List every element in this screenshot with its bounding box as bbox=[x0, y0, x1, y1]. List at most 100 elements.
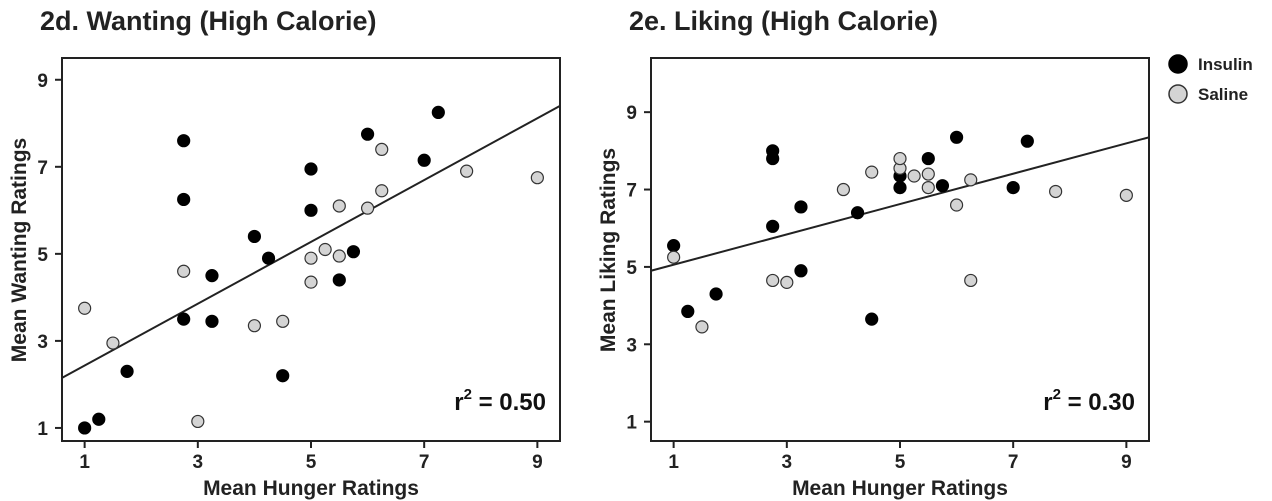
r-squared-liking: r2 = 0.30 bbox=[1043, 386, 1135, 416]
insulin-point-wanting bbox=[360, 127, 375, 141]
saline-point-wanting bbox=[332, 199, 346, 213]
y-axis-label-liking: Mean Liking Ratings bbox=[597, 148, 620, 352]
saline-point-liking bbox=[921, 167, 935, 181]
y-tick-label: 1 bbox=[626, 413, 637, 434]
y-tick-label: 5 bbox=[626, 258, 637, 279]
plot-frame-liking bbox=[650, 57, 1150, 442]
insulin-point-wanting bbox=[177, 312, 191, 326]
saline-point-liking bbox=[780, 275, 794, 289]
saline-point-wanting bbox=[304, 251, 318, 265]
insulin-point-liking bbox=[766, 219, 780, 233]
saline-point-wanting bbox=[276, 314, 290, 328]
insulin-point-wanting bbox=[205, 269, 219, 283]
insulin-point-wanting bbox=[261, 251, 276, 265]
points-liking bbox=[667, 130, 1133, 334]
legend-marker-saline bbox=[1168, 84, 1188, 104]
saline-point-wanting bbox=[318, 242, 332, 257]
x-tick-label: 9 bbox=[1121, 452, 1132, 473]
saline-point-wanting bbox=[360, 201, 375, 215]
legend-marker-insulin bbox=[1168, 54, 1188, 74]
insulin-point-wanting bbox=[120, 364, 134, 378]
points-wanting bbox=[78, 105, 544, 435]
saline-point-wanting bbox=[375, 142, 389, 156]
x-tick-label: 1 bbox=[668, 452, 679, 473]
saline-point-wanting bbox=[332, 249, 346, 263]
insulin-point-wanting bbox=[304, 203, 318, 217]
saline-point-liking bbox=[907, 169, 921, 183]
insulin-point-liking bbox=[794, 264, 808, 278]
panel-wanting: 2d. Wanting (High Calorie) Mean Hunger R… bbox=[8, 6, 561, 500]
y-tick-label: 9 bbox=[37, 71, 48, 92]
x-axis-label-liking: Mean Hunger Ratings bbox=[792, 477, 1008, 500]
insulin-point-liking bbox=[794, 200, 808, 214]
ticks-wanting: 1 3 5 7 9 1 3 5 7 9 bbox=[37, 71, 542, 473]
saline-point-wanting bbox=[530, 171, 544, 185]
r-squared-wanting: r2 = 0.50 bbox=[454, 386, 546, 416]
ticks-liking: 1 3 5 7 9 1 3 5 7 9 bbox=[626, 103, 1131, 473]
saline-point-liking bbox=[949, 198, 964, 212]
y-tick-label: 5 bbox=[37, 245, 48, 266]
insulin-point-liking bbox=[921, 151, 935, 166]
insulin-point-liking bbox=[935, 179, 950, 193]
saline-point-wanting bbox=[191, 414, 205, 429]
saline-point-liking bbox=[766, 273, 780, 288]
saline-point-wanting bbox=[177, 264, 191, 278]
insulin-point-wanting bbox=[346, 245, 361, 259]
insulin-point-liking bbox=[681, 304, 695, 318]
insulin-point-wanting bbox=[247, 229, 262, 244]
insulin-point-wanting bbox=[78, 421, 92, 435]
saline-point-liking bbox=[1049, 184, 1063, 199]
insulin-point-wanting bbox=[304, 162, 318, 176]
saline-point-liking bbox=[667, 250, 681, 264]
insulin-point-wanting bbox=[276, 369, 290, 383]
legend-label-saline: Saline bbox=[1198, 85, 1248, 104]
insulin-point-liking bbox=[667, 239, 681, 253]
insulin-point-liking bbox=[709, 287, 723, 301]
saline-point-wanting bbox=[375, 184, 389, 198]
insulin-point-wanting bbox=[332, 273, 346, 287]
plot-frame-wanting bbox=[61, 57, 561, 442]
x-tick-label: 5 bbox=[306, 452, 317, 473]
insulin-point-liking bbox=[865, 312, 879, 326]
insulin-point-wanting bbox=[431, 105, 445, 120]
regression-line-wanting bbox=[61, 104, 561, 379]
x-tick-label: 1 bbox=[79, 452, 90, 473]
saline-point-wanting bbox=[247, 319, 262, 333]
insulin-point-liking bbox=[1020, 134, 1034, 148]
insulin-point-wanting bbox=[92, 412, 106, 426]
insulin-point-wanting bbox=[177, 134, 191, 148]
y-tick-label: 7 bbox=[37, 158, 48, 179]
insulin-point-liking bbox=[766, 144, 780, 158]
regression-line-liking bbox=[650, 136, 1150, 272]
y-tick-label: 3 bbox=[37, 332, 48, 353]
legend-label-insulin: Insulin bbox=[1198, 55, 1253, 74]
x-tick-label: 3 bbox=[782, 452, 793, 473]
saline-point-wanting bbox=[78, 301, 92, 315]
y-tick-label: 1 bbox=[37, 419, 48, 440]
insulin-point-wanting bbox=[177, 192, 191, 207]
x-tick-label: 3 bbox=[193, 452, 204, 473]
saline-point-liking bbox=[1119, 188, 1133, 202]
x-axis-label-wanting: Mean Hunger Ratings bbox=[203, 477, 419, 500]
panel-liking: 2e. Liking (High Calorie) Mean Hunger Ra… bbox=[597, 6, 1150, 500]
x-tick-label: 7 bbox=[1008, 452, 1019, 473]
saline-point-liking bbox=[865, 165, 879, 179]
chart-title-liking: 2e. Liking (High Calorie) bbox=[629, 6, 938, 36]
saline-point-liking bbox=[695, 320, 709, 334]
insulin-point-liking bbox=[850, 206, 865, 220]
saline-point-liking bbox=[921, 181, 935, 195]
x-tick-label: 5 bbox=[895, 452, 906, 473]
saline-point-liking bbox=[893, 151, 907, 166]
legend: Insulin Saline bbox=[1168, 54, 1253, 104]
x-tick-label: 7 bbox=[419, 452, 430, 473]
saline-point-liking bbox=[964, 273, 978, 288]
chart-title-wanting: 2d. Wanting (High Calorie) bbox=[40, 6, 377, 36]
x-tick-label: 9 bbox=[532, 452, 543, 473]
y-axis-label-wanting: Mean Wanting Ratings bbox=[8, 138, 31, 362]
y-tick-label: 9 bbox=[626, 103, 637, 124]
saline-point-wanting bbox=[106, 336, 120, 350]
insulin-point-wanting bbox=[205, 314, 219, 328]
saline-point-liking bbox=[964, 173, 978, 187]
insulin-point-liking bbox=[949, 130, 964, 144]
